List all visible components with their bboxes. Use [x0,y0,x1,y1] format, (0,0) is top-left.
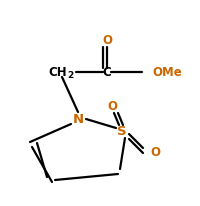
Text: O: O [101,34,111,47]
Text: OMe: OMe [151,66,181,79]
Text: N: N [72,113,83,126]
Text: C: C [102,66,111,79]
Text: 2: 2 [67,71,73,80]
Text: S: S [117,125,126,138]
Text: O: O [106,100,116,113]
Text: CH: CH [48,66,67,79]
Text: O: O [149,146,159,159]
